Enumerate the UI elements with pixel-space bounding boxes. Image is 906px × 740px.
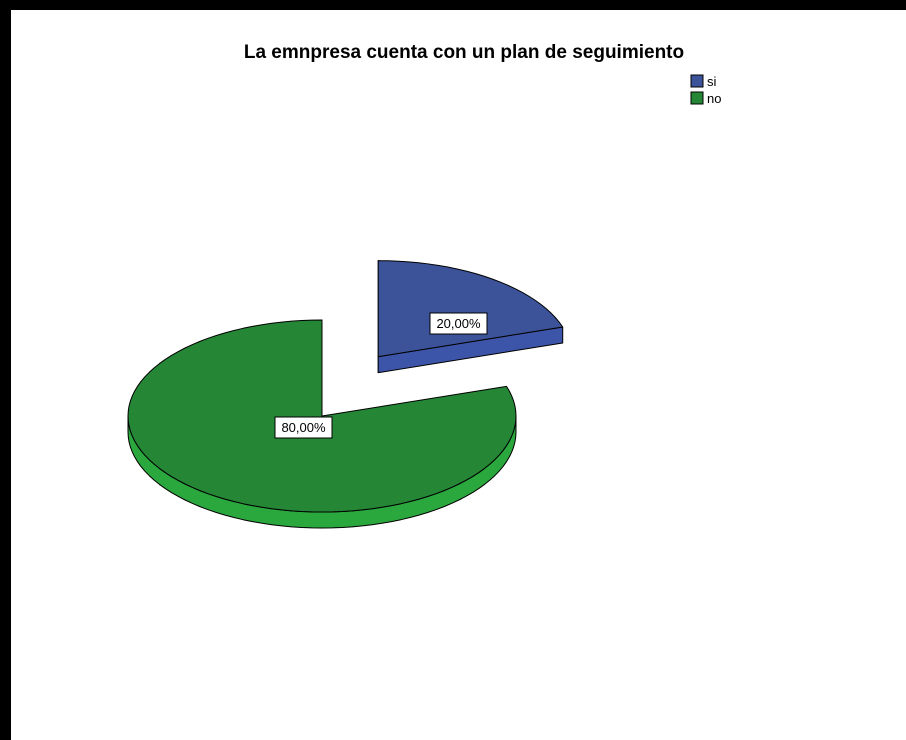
legend: si no [690, 74, 721, 106]
frame-border-left [0, 0, 11, 740]
frame-border-top [0, 0, 906, 10]
pie-slice-top-si [377, 260, 564, 358]
legend-label-no: no [707, 91, 721, 106]
data-label-text-si: 20,00% [436, 316, 481, 331]
legend-swatch-si [690, 74, 704, 88]
data-label-box-si [429, 312, 488, 335]
data-label-text-no: 80,00% [281, 420, 326, 435]
chart-title: La emnpresa cuenta con un plan de seguim… [244, 42, 684, 63]
pie-slice-top-no [127, 319, 517, 513]
data-label-box-no [274, 416, 333, 439]
legend-label-si: si [707, 74, 717, 89]
legend-swatch-no [690, 91, 704, 105]
pie-slices [127, 260, 564, 529]
data-label-no: 80,00% [274, 416, 333, 439]
data-label-si: 20,00% [429, 312, 488, 335]
